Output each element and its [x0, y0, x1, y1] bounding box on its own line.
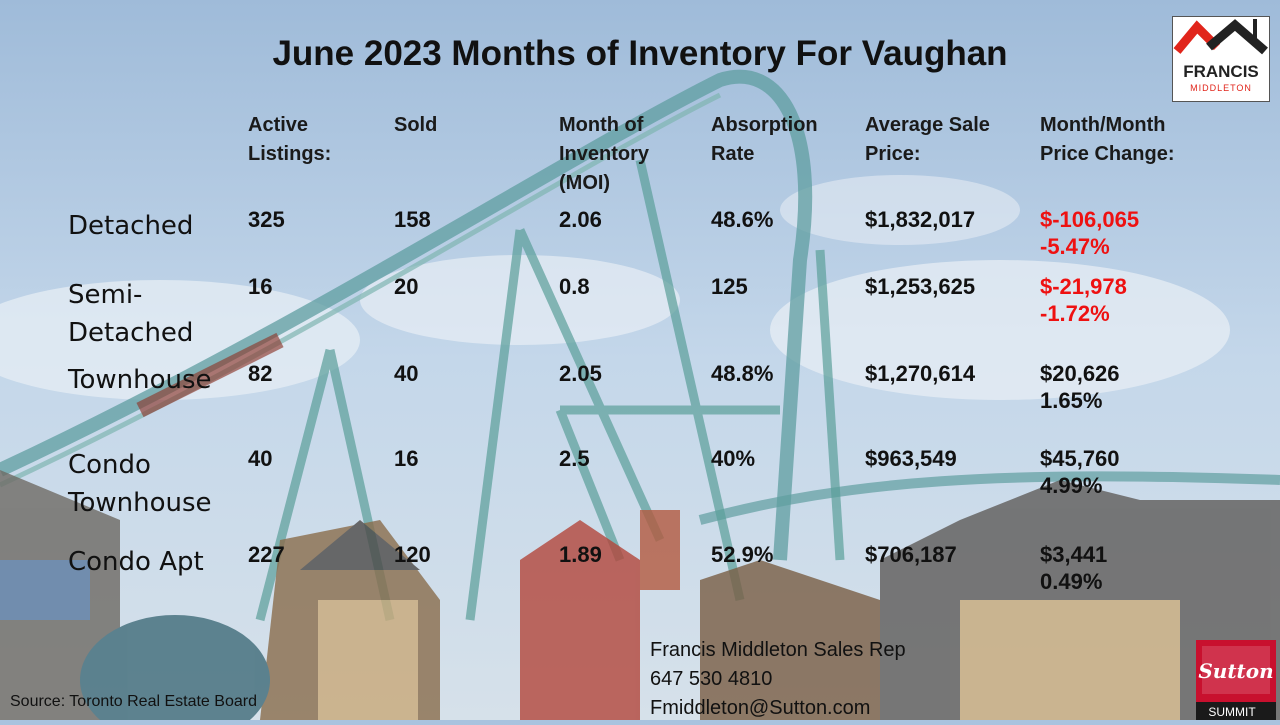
cell-avg-price-condo-townhouse: $963,549 [865, 446, 957, 471]
contact-phone: 647 530 4810 [650, 668, 773, 690]
row-label-condo-apt: Condo Apt [68, 543, 238, 581]
cell-moi-detached: 2.06 [559, 207, 602, 232]
cell-sold-detached: 158 [394, 207, 431, 232]
cell-price-change-townhouse: $20,626 1.65% [1040, 360, 1120, 414]
cell-avg-price-condo-apt: $706,187 [865, 542, 957, 567]
change-amount: $20,626 [1040, 361, 1120, 386]
cell-absorption-detached: 48.6% [711, 207, 774, 232]
row-label-line: Semi- [68, 280, 143, 310]
sutton-logo: Sutton SUMMIT [1196, 640, 1276, 720]
change-percent: 1.65% [1040, 388, 1103, 413]
contact-name: Francis Middleton Sales Rep [650, 639, 906, 661]
header-line: Absorption [711, 114, 818, 136]
cell-price-change-detached: $-106,065 -5.47% [1040, 206, 1139, 260]
change-amount: $45,760 [1040, 446, 1120, 471]
cell-price-change-semi-detached: $-21,978 -1.72% [1040, 273, 1127, 327]
row-label-line: Detached [68, 211, 194, 241]
cell-price-change-condo-townhouse: $45,760 4.99% [1040, 445, 1120, 499]
header-line: Average Sale [865, 114, 990, 136]
header-line: Sold [394, 114, 438, 136]
cell-absorption-condo-apt: 52.9% [711, 542, 774, 567]
cell-sold-townhouse: 40 [394, 361, 419, 386]
francis-middleton-logo: FRANCIS MIDDLETON [1172, 16, 1270, 102]
cell-moi-condo-apt: 1.89 [559, 542, 602, 567]
sutton-emblem-icon: Sutton SUMMIT [1196, 640, 1276, 720]
change-amount: $-21,978 [1040, 274, 1127, 299]
header-line: (MOI) [559, 172, 611, 194]
cell-sold-condo-townhouse: 16 [394, 446, 419, 471]
cell-active-detached: 325 [248, 207, 285, 232]
change-percent: -5.47% [1040, 234, 1110, 259]
fm-logo-line2: MIDDLETON [1190, 83, 1252, 93]
row-label-line: Townhouse [68, 365, 212, 395]
header-line: Inventory [559, 143, 650, 165]
header-line: Rate [711, 143, 755, 165]
column-header-moi: Month of Inventory (MOI) [559, 111, 649, 198]
row-label-townhouse: Townhouse [68, 361, 238, 399]
fm-logo-line1: FRANCIS [1183, 62, 1259, 81]
cell-price-change-condo-apt: $3,441 0.49% [1040, 541, 1107, 595]
cell-moi-townhouse: 2.05 [559, 361, 602, 386]
source-note: Source: Toronto Real Estate Board [10, 693, 257, 710]
column-header-active-listings: Active Listings: [248, 111, 331, 169]
page-title: June 2023 Months of Inventory For Vaugha… [272, 34, 1008, 73]
sutton-logo-text: Sutton [1198, 659, 1273, 683]
row-label-line: Condo [68, 450, 151, 480]
column-header-average-sale-price: Average Sale Price: [865, 111, 990, 169]
cell-sold-condo-apt: 120 [394, 542, 431, 567]
header-line: Price: [865, 143, 921, 165]
cell-active-condo-apt: 227 [248, 542, 285, 567]
cell-moi-condo-townhouse: 2.5 [559, 446, 590, 471]
header-line: Active [248, 114, 309, 136]
row-label-line: Townhouse [68, 488, 212, 518]
header-line: Month of [559, 114, 644, 136]
header-line: Price Change: [1040, 143, 1175, 165]
cell-avg-price-townhouse: $1,270,614 [865, 361, 976, 386]
header-line: Month/Month [1040, 114, 1166, 136]
cell-absorption-semi-detached: 125 [711, 274, 748, 299]
cell-absorption-townhouse: 48.8% [711, 361, 774, 386]
cell-absorption-condo-townhouse: 40% [711, 446, 756, 471]
row-label-detached: Detached [68, 207, 238, 245]
column-header-absorption-rate: Absorption Rate [711, 111, 818, 169]
cell-sold-semi-detached: 20 [394, 274, 419, 299]
change-percent: 0.49% [1040, 569, 1103, 594]
change-percent: 4.99% [1040, 473, 1103, 498]
row-label-semi-detached: Semi- Detached [68, 276, 238, 352]
sutton-logo-sub: SUMMIT [1208, 705, 1256, 719]
row-label-line: Detached [68, 318, 194, 348]
column-header-price-change: Month/Month Price Change: [1040, 111, 1174, 169]
cell-moi-semi-detached: 0.8 [559, 274, 590, 299]
cell-active-semi-detached: 16 [248, 274, 273, 299]
contact-block: Francis Middleton Sales Rep 647 530 4810… [650, 636, 906, 723]
cell-active-townhouse: 82 [248, 361, 273, 386]
change-percent: -1.72% [1040, 301, 1110, 326]
contact-email[interactable]: Fmiddleton@Sutton.com [650, 697, 871, 719]
column-header-sold: Sold [394, 111, 437, 140]
header-line: Listings: [248, 143, 332, 165]
cell-avg-price-semi-detached: $1,253,625 [865, 274, 976, 299]
house-roof-icon: FRANCIS MIDDLETON [1173, 19, 1268, 93]
cell-active-condo-townhouse: 40 [248, 446, 273, 471]
cell-avg-price-detached: $1,832,017 [865, 207, 976, 232]
change-amount: $-106,065 [1040, 207, 1140, 232]
row-label-condo-townhouse: Condo Townhouse [68, 446, 238, 522]
row-label-line: Condo Apt [68, 547, 204, 577]
change-amount: $3,441 [1040, 542, 1108, 567]
